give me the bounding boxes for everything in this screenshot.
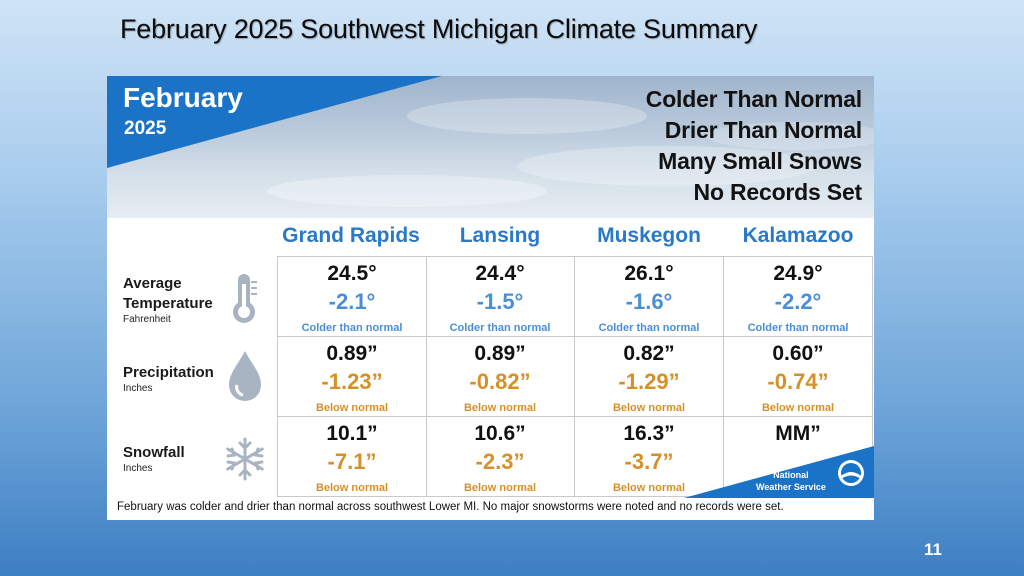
snow-departure: -3.7” bbox=[624, 449, 674, 474]
precip-value: 0.89” bbox=[474, 342, 526, 365]
temp-value: 24.4° bbox=[475, 262, 525, 285]
temp-value: 24.5° bbox=[327, 262, 377, 285]
city-grand-rapids: Grand Rapids bbox=[282, 224, 420, 247]
snow-note: Below normal bbox=[612, 482, 686, 494]
snow-cell-grand-rapids: 10.1” -7.1” Below normal bbox=[278, 417, 427, 497]
nws-logo-banner bbox=[684, 446, 874, 498]
snow-cell-lansing: 10.6” -2.3” Below normal bbox=[426, 417, 575, 497]
nws-line2: Weather Service bbox=[756, 482, 826, 492]
precipitation-unit: Inches bbox=[123, 383, 153, 394]
precip-departure: -1.23” bbox=[321, 369, 383, 394]
snow-cell-muskegon: 16.3” -3.7” Below normal bbox=[575, 417, 724, 497]
snow-departure: -2.3” bbox=[475, 449, 525, 474]
temperature-label-line2: Temperature bbox=[123, 295, 213, 312]
nws-line1: National bbox=[773, 470, 809, 480]
headline-drier: Drier Than Normal bbox=[664, 117, 862, 143]
precip-note: Below normal bbox=[761, 402, 835, 414]
temp-cell-kalamazoo: 24.9° -2.2° Colder than normal bbox=[724, 257, 873, 337]
snow-note: Below normal bbox=[463, 482, 537, 494]
precip-note: Below normal bbox=[463, 402, 537, 414]
climate-summary-card: February 2025 Colder Than Normal Drier T… bbox=[107, 76, 874, 520]
snow-value: 10.6” bbox=[474, 422, 526, 445]
city-muskegon: Muskegon bbox=[597, 224, 701, 247]
row-label-snowfall: Snowfall Inches bbox=[123, 443, 185, 474]
precip-value: 0.89” bbox=[326, 342, 378, 365]
precip-departure: -0.74” bbox=[767, 369, 829, 394]
precip-note: Below normal bbox=[612, 402, 686, 414]
temp-cell-grand-rapids: 24.5° -2.1° Colder than normal bbox=[278, 257, 427, 337]
precip-departure: -1.29” bbox=[618, 369, 680, 394]
snowfall-unit: Inches bbox=[123, 463, 153, 474]
summary-footnote: February was colder and drier than norma… bbox=[117, 501, 784, 513]
climate-data-table: 24.5° -2.1° Colder than normal 24.4° -1.… bbox=[277, 256, 873, 497]
precip-cell-grand-rapids: 0.89” -1.23” Below normal bbox=[278, 337, 427, 417]
temperature-unit: Fahrenheit bbox=[123, 314, 171, 325]
temp-departure: -1.5° bbox=[476, 289, 524, 314]
headline-list: Colder Than Normal Drier Than Normal Man… bbox=[646, 84, 862, 208]
snowflake-icon bbox=[226, 437, 264, 481]
temp-note: Colder than normal bbox=[301, 322, 403, 334]
headline-records: No Records Set bbox=[693, 179, 863, 205]
slide-title: February 2025 Southwest Michigan Climate… bbox=[120, 14, 758, 44]
precip-cell-lansing: 0.89” -0.82” Below normal bbox=[426, 337, 575, 417]
temp-cell-lansing: 24.4° -1.5° Colder than normal bbox=[426, 257, 575, 337]
temp-note: Colder than normal bbox=[598, 322, 700, 334]
row-label-temperature: Average Temperature Fahrenheit bbox=[123, 274, 213, 325]
precip-cell-muskegon: 0.82” -1.29” Below normal bbox=[575, 337, 724, 417]
temp-note: Colder than normal bbox=[747, 322, 849, 334]
headline-colder: Colder Than Normal bbox=[645, 86, 862, 112]
city-kalamazoo: Kalamazoo bbox=[742, 224, 854, 247]
snowfall-label: Snowfall bbox=[123, 444, 185, 461]
temp-value: 24.9° bbox=[773, 262, 823, 285]
banner-month: February bbox=[123, 82, 243, 113]
snow-value: 10.1” bbox=[326, 422, 378, 445]
temp-departure: -2.1° bbox=[328, 289, 376, 314]
thermometer-icon bbox=[233, 274, 257, 323]
nws-logo-text: National Weather Service bbox=[756, 469, 826, 493]
city-lansing: Lansing bbox=[459, 224, 541, 247]
temp-cell-muskegon: 26.1° -1.6° Colder than normal bbox=[575, 257, 724, 337]
precip-note: Below normal bbox=[315, 402, 389, 414]
precipitation-label: Precipitation bbox=[123, 364, 214, 381]
precip-value: 0.82” bbox=[623, 342, 675, 365]
snow-departure: -7.1” bbox=[327, 449, 377, 474]
snow-value: 16.3” bbox=[623, 422, 675, 445]
banner-year: 2025 bbox=[124, 118, 167, 139]
snow-note: Below normal bbox=[315, 482, 389, 494]
banner-background bbox=[107, 76, 874, 207]
temp-departure: -2.2° bbox=[774, 289, 822, 314]
raindrop-icon bbox=[229, 351, 261, 401]
temp-departure: -1.6° bbox=[625, 289, 673, 314]
precip-departure: -0.82” bbox=[469, 369, 531, 394]
row-label-precipitation: Precipitation Inches bbox=[123, 363, 214, 394]
snow-value: MM” bbox=[775, 422, 821, 445]
precip-value: 0.60” bbox=[772, 342, 824, 365]
banner: February 2025 Colder Than Normal Drier T… bbox=[107, 76, 874, 218]
precip-cell-kalamazoo: 0.60” -0.74” Below normal bbox=[724, 337, 873, 417]
temp-note: Colder than normal bbox=[449, 322, 551, 334]
temperature-label-line1: Average bbox=[123, 275, 182, 292]
temp-value: 26.1° bbox=[624, 262, 674, 285]
page-number: 11 bbox=[924, 540, 942, 559]
headline-snows: Many Small Snows bbox=[658, 148, 862, 174]
